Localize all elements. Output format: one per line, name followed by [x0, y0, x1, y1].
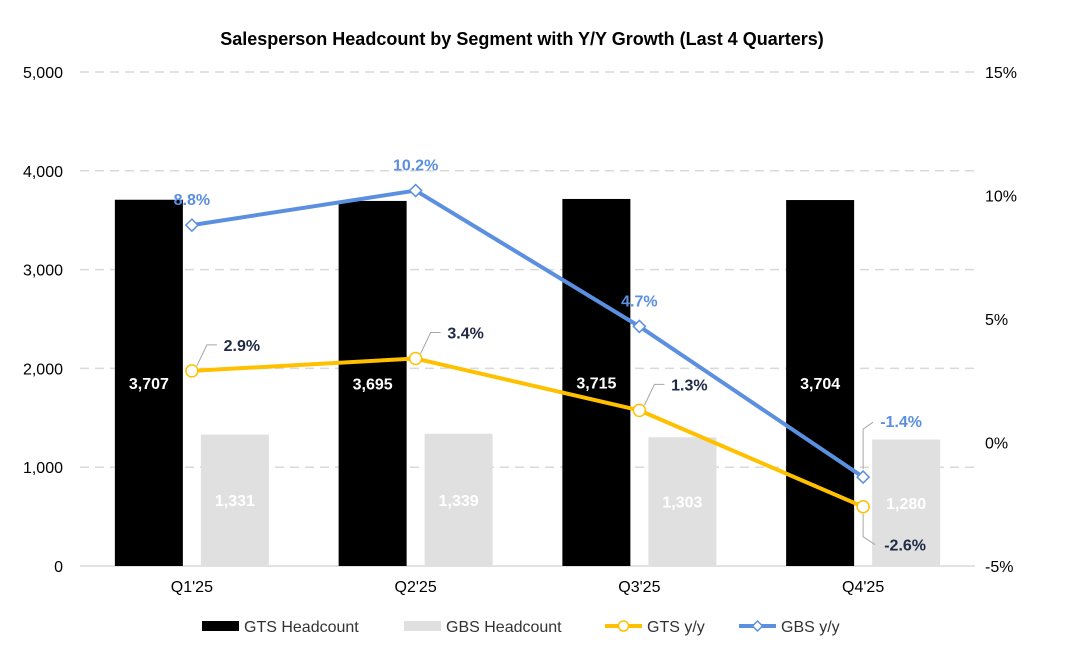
- gbs-yy-marker: [408, 183, 423, 198]
- legend-marker: [617, 620, 630, 632]
- gts-bar-label: 3,707: [129, 376, 169, 393]
- gbs-yy-marker: [856, 470, 871, 485]
- legend-label: GBS y/y: [781, 619, 840, 636]
- gbs-bar: [200, 434, 269, 566]
- left-tick-label: 2,000: [23, 361, 63, 378]
- chart-title: Salesperson Headcount by Segment with Y/…: [220, 29, 823, 49]
- gbs-yy-leader: [862, 421, 874, 470]
- gbs-yy-marker: [632, 319, 647, 334]
- category-label: Q1'25: [171, 579, 213, 596]
- gts-yy-label: 3.4%: [447, 326, 483, 343]
- gbs-yy-label: -1.4%: [880, 414, 922, 431]
- right-tick-label: -5%: [985, 559, 1013, 576]
- category-label: Q4'25: [842, 579, 884, 596]
- gts-yy-leader: [643, 383, 665, 406]
- gbs-yy-line: [191, 188, 865, 479]
- legend-label: GTS y/y: [647, 619, 705, 636]
- left-tick-label: 0: [54, 559, 63, 576]
- gbs-yy-label: 10.2%: [393, 158, 438, 175]
- category-label: Q2'25: [395, 579, 437, 596]
- gbs-bar-label: 1,331: [215, 493, 255, 510]
- gts-yy-label: 1.3%: [671, 377, 707, 394]
- legend-swatch: [202, 621, 239, 631]
- legend-swatch: [404, 621, 441, 631]
- gbs-bar-label: 1,303: [662, 495, 702, 512]
- gts-yy-leader: [196, 344, 217, 367]
- gts-bar: [562, 198, 631, 566]
- gts-bar: [114, 199, 183, 566]
- right-tick-label: 5%: [985, 312, 1008, 329]
- category-label: Q3'25: [618, 579, 660, 596]
- gbs-bar-label: 1,280: [886, 496, 926, 513]
- series-lines: 2.9% 3.4% 1.3% -2.6% 8.8% 10.2% 4.7% -1.4%: [174, 158, 926, 555]
- gts-yy-leader: [420, 332, 441, 354]
- left-tick-label: 5,000: [23, 65, 63, 82]
- legend-marker: [751, 619, 764, 633]
- right-tick-label: 15%: [985, 65, 1017, 82]
- left-axis-ticks: 0 1,000 2,000 3,000 4,000 5,000: [23, 65, 63, 576]
- legend-label: GTS Headcount: [244, 619, 359, 636]
- gts-yy-marker: [856, 499, 870, 514]
- gts-yy-label: 2.9%: [224, 338, 260, 355]
- gbs-bar: [872, 439, 941, 566]
- gts-yy-label: -2.6%: [884, 538, 926, 555]
- legend-label: GBS Headcount: [446, 619, 562, 636]
- gts-yy-marker: [632, 403, 647, 418]
- right-axis-ticks: -5% 0% 5% 10% 15%: [985, 65, 1017, 576]
- right-tick-label: 10%: [985, 189, 1017, 206]
- left-tick-label: 3,000: [23, 263, 63, 280]
- gts-bar-label: 3,695: [353, 376, 393, 393]
- gts-yy-line: [191, 356, 864, 509]
- gbs-bar-label: 1,339: [439, 493, 479, 510]
- left-tick-label: 1,000: [23, 460, 63, 477]
- gbs-yy-label: 4.7%: [621, 293, 657, 310]
- gbs-yy-marker: [184, 218, 199, 233]
- left-tick-label: 4,000: [23, 164, 63, 181]
- gts-bar: [338, 200, 407, 566]
- gts-bar-label: 3,704: [800, 376, 840, 393]
- gbs-yy-label: 8.8%: [174, 192, 210, 209]
- bars: 3,707 3,695 3,715 3,704 1,331 1,339 1,303 1,280: [114, 198, 941, 566]
- gts-bar-label: 3,715: [576, 375, 616, 392]
- right-tick-label: 0%: [985, 436, 1008, 453]
- gts-bar: [786, 200, 855, 566]
- gts-yy-leader: [862, 513, 876, 546]
- gbs-bar: [648, 437, 717, 566]
- legend: GTS Headcount GBS Headcount GTS y/y GBS y/y: [202, 619, 840, 636]
- gts-yy-marker: [408, 351, 423, 366]
- gbs-bar: [424, 433, 493, 566]
- category-labels: Q1'25 Q2'25 Q3'25 Q4'25: [171, 579, 885, 596]
- gts-yy-marker: [185, 364, 199, 378]
